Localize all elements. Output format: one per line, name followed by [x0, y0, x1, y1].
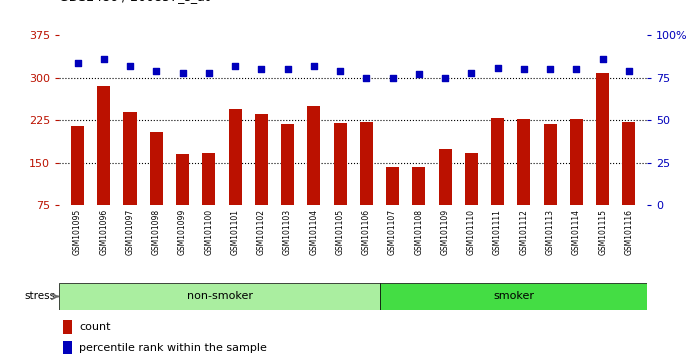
- Text: count: count: [79, 322, 111, 332]
- Bar: [360, 122, 373, 205]
- Bar: [281, 124, 294, 205]
- Point: [544, 67, 555, 72]
- Text: GSM101113: GSM101113: [546, 209, 555, 255]
- Bar: [176, 154, 189, 205]
- Text: GSM101115: GSM101115: [598, 209, 607, 255]
- Bar: [307, 106, 320, 205]
- Bar: [59, 283, 380, 310]
- Bar: [412, 167, 425, 205]
- Bar: [544, 124, 557, 205]
- Point: [571, 67, 582, 72]
- Bar: [438, 149, 452, 205]
- Point: [519, 67, 530, 72]
- Point: [177, 70, 188, 76]
- Text: GSM101116: GSM101116: [624, 209, 633, 255]
- Text: percentile rank within the sample: percentile rank within the sample: [79, 343, 267, 353]
- Bar: [570, 119, 583, 205]
- Point: [335, 68, 346, 74]
- Bar: [97, 86, 111, 205]
- Text: GSM101107: GSM101107: [388, 209, 397, 255]
- Point: [492, 65, 503, 70]
- Point: [125, 63, 136, 69]
- Text: GDS2486 / 200857_s_at: GDS2486 / 200857_s_at: [59, 0, 210, 3]
- Point: [203, 70, 214, 76]
- Point: [230, 63, 241, 69]
- Bar: [517, 119, 530, 205]
- Text: GSM101103: GSM101103: [283, 209, 292, 255]
- Bar: [63, 320, 72, 334]
- Text: GSM101112: GSM101112: [519, 209, 528, 255]
- Bar: [123, 112, 136, 205]
- Bar: [255, 114, 268, 205]
- Bar: [622, 122, 635, 205]
- Text: GSM101111: GSM101111: [493, 209, 502, 255]
- Text: GSM101108: GSM101108: [414, 209, 423, 255]
- Bar: [228, 109, 242, 205]
- Point: [413, 72, 425, 77]
- Text: GSM101102: GSM101102: [257, 209, 266, 255]
- Point: [308, 63, 319, 69]
- Point: [98, 56, 109, 62]
- Text: GSM101106: GSM101106: [362, 209, 371, 255]
- Point: [72, 60, 83, 65]
- Bar: [203, 153, 215, 205]
- Text: GSM101100: GSM101100: [205, 209, 213, 255]
- Bar: [71, 126, 84, 205]
- Text: GSM101095: GSM101095: [73, 209, 82, 256]
- Point: [387, 75, 398, 81]
- Point: [440, 75, 451, 81]
- Text: GSM101096: GSM101096: [100, 209, 109, 256]
- Bar: [380, 283, 647, 310]
- Bar: [150, 132, 163, 205]
- Point: [597, 56, 608, 62]
- Text: stress: stress: [24, 291, 55, 302]
- Bar: [491, 118, 504, 205]
- Point: [624, 68, 635, 74]
- Text: GSM101109: GSM101109: [441, 209, 450, 255]
- Bar: [465, 153, 478, 205]
- Text: non-smoker: non-smoker: [187, 291, 253, 302]
- Text: smoker: smoker: [493, 291, 534, 302]
- Bar: [63, 341, 72, 354]
- Text: GSM101098: GSM101098: [152, 209, 161, 255]
- Bar: [596, 73, 609, 205]
- Point: [151, 68, 162, 74]
- Text: GSM101110: GSM101110: [467, 209, 476, 255]
- Text: GSM101097: GSM101097: [125, 209, 134, 256]
- Text: GSM101099: GSM101099: [178, 209, 187, 256]
- Point: [255, 67, 267, 72]
- Text: GSM101101: GSM101101: [230, 209, 239, 255]
- Text: GSM101104: GSM101104: [309, 209, 318, 255]
- Text: GSM101114: GSM101114: [572, 209, 581, 255]
- Point: [361, 75, 372, 81]
- Point: [466, 70, 477, 76]
- Text: GSM101105: GSM101105: [335, 209, 345, 255]
- Point: [282, 67, 293, 72]
- Bar: [333, 123, 347, 205]
- Bar: [386, 167, 400, 205]
